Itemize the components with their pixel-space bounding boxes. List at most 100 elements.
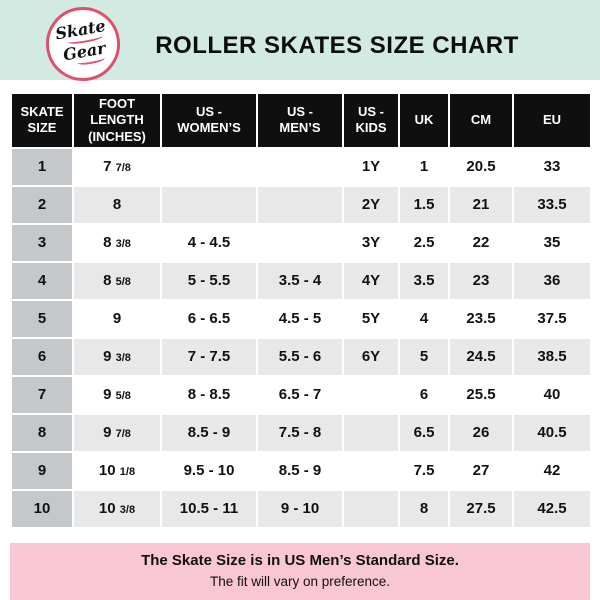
size-cell: 8 3/8	[72, 222, 162, 263]
size-cell: 5.5 - 6	[256, 336, 344, 377]
size-cell: 6Y	[342, 336, 400, 377]
size-cell: 4	[398, 298, 450, 339]
size-cell	[256, 222, 344, 263]
size-cell: 6.5 - 7	[256, 374, 344, 415]
size-cell: 33	[512, 146, 592, 187]
size-cell: 9	[72, 298, 162, 339]
skate-size-cell: 1	[10, 146, 74, 187]
size-cell	[342, 450, 400, 491]
size-cell: 9 5/8	[72, 374, 162, 415]
fraction-text: 1/8	[119, 466, 136, 479]
size-cell: 10.5 - 11	[160, 488, 258, 529]
size-cell: 2Y	[342, 184, 400, 225]
size-cell: 4Y	[342, 260, 400, 301]
size-cell: 27.5	[448, 488, 514, 529]
page-title: ROLLER SKATES SIZE CHART	[155, 32, 519, 59]
size-cell: 7 7/8	[72, 146, 162, 187]
size-cell: 8 - 8.5	[160, 374, 258, 415]
size-cell: 7.5 - 8	[256, 412, 344, 453]
size-cell: 7.5	[398, 450, 450, 491]
size-cell: 26	[448, 412, 514, 453]
footer-note: The Skate Size is in US Men’s Standard S…	[10, 542, 590, 600]
table-header-row: SKATE SIZE FOOT LENGTH (INCHES) US - WOMEN…	[10, 92, 592, 149]
size-cell: 4.5 - 5	[256, 298, 344, 339]
size-cell: 4 - 4.5	[160, 222, 258, 263]
fraction-text: 5/8	[115, 276, 131, 289]
footer-standard-size-text: The Skate Size is in US Men’s Standard S…	[141, 551, 459, 569]
size-cell: 8	[72, 184, 162, 225]
size-cell: 38.5	[512, 336, 592, 377]
size-cell: 5 - 5.5	[160, 260, 258, 301]
size-cell: 42	[512, 450, 592, 491]
size-cell: 21	[448, 184, 514, 225]
size-cell: 10 3/8	[72, 488, 162, 529]
size-cell: 2.5	[398, 222, 450, 263]
column-header-uk: UK	[398, 92, 450, 149]
size-cell: 9.5 - 10	[160, 450, 258, 491]
column-header-cm: CM	[448, 92, 514, 149]
column-header-us-womens: US - WOMEN’S	[160, 92, 258, 149]
size-cell: 1.5	[398, 184, 450, 225]
size-cell: 7 - 7.5	[160, 336, 258, 377]
skate-size-cell: 4	[10, 260, 74, 301]
size-cell	[342, 488, 400, 529]
skate-size-cell: 7	[10, 374, 74, 415]
table-row: 9 10 1/8 9.5 - 10 8.5 - 9 7.5 27 42	[10, 450, 592, 491]
size-cell: 24.5	[448, 336, 514, 377]
size-cell: 10 1/8	[72, 450, 162, 491]
size-cell: 3.5	[398, 260, 450, 301]
size-cell: 27	[448, 450, 514, 491]
skate-gear-logo: Skate Gear	[40, 1, 126, 87]
size-cell: 33.5	[512, 184, 592, 225]
size-cell	[160, 184, 258, 225]
skate-size-cell: 9	[10, 450, 74, 491]
size-cell: 6	[398, 374, 450, 415]
size-cell: 22	[448, 222, 514, 263]
size-cell: 5Y	[342, 298, 400, 339]
fraction-text: 3/8	[115, 352, 131, 365]
skate-size-cell: 5	[10, 298, 74, 339]
fraction-text: 7/8	[115, 162, 131, 175]
column-header-eu: EU	[512, 92, 592, 149]
size-cell	[256, 146, 344, 187]
size-cell: 3.5 - 4	[256, 260, 344, 301]
size-cell: 9 - 10	[256, 488, 344, 529]
fraction-text: 5/8	[115, 390, 131, 403]
skate-size-cell: 3	[10, 222, 74, 263]
size-cell: 8.5 - 9	[160, 412, 258, 453]
fraction-text: 3/8	[119, 504, 136, 517]
footer-fit-text: The fit will vary on preference.	[209, 573, 391, 589]
size-cell: 9 3/8	[72, 336, 162, 377]
size-cell: 6 - 6.5	[160, 298, 258, 339]
size-cell	[160, 146, 258, 187]
fraction-text: 3/8	[115, 238, 131, 251]
size-cell: 3Y	[342, 222, 400, 263]
size-cell	[342, 412, 400, 453]
size-cell: 5	[398, 336, 450, 377]
header-banner: Skate Gear ROLLER SKATES SIZE CHART	[0, 0, 600, 87]
column-header-us-mens: US - MEN’S	[256, 92, 344, 149]
column-header-skate-size: SKATE SIZE	[10, 92, 74, 149]
size-cell: 8	[398, 488, 450, 529]
size-cell: 8 5/8	[72, 260, 162, 301]
column-header-foot-length-inches: FOOT LENGTH (INCHES)	[72, 92, 162, 149]
size-cell: 9 7/8	[72, 412, 162, 453]
size-cell: 37.5	[512, 298, 592, 339]
size-cell: 6.5	[398, 412, 450, 453]
size-cell: 40.5	[512, 412, 592, 453]
size-cell: 35	[512, 222, 592, 263]
fraction-text: 7/8	[115, 428, 131, 441]
table-row: 2 8 2Y 1.5 21 33.5	[10, 184, 592, 225]
size-cell: 25.5	[448, 374, 514, 415]
skate-size-cell: 6	[10, 336, 74, 377]
size-cell: 23	[448, 260, 514, 301]
size-cell: 36	[512, 260, 592, 301]
skate-size-cell: 8	[10, 412, 74, 453]
